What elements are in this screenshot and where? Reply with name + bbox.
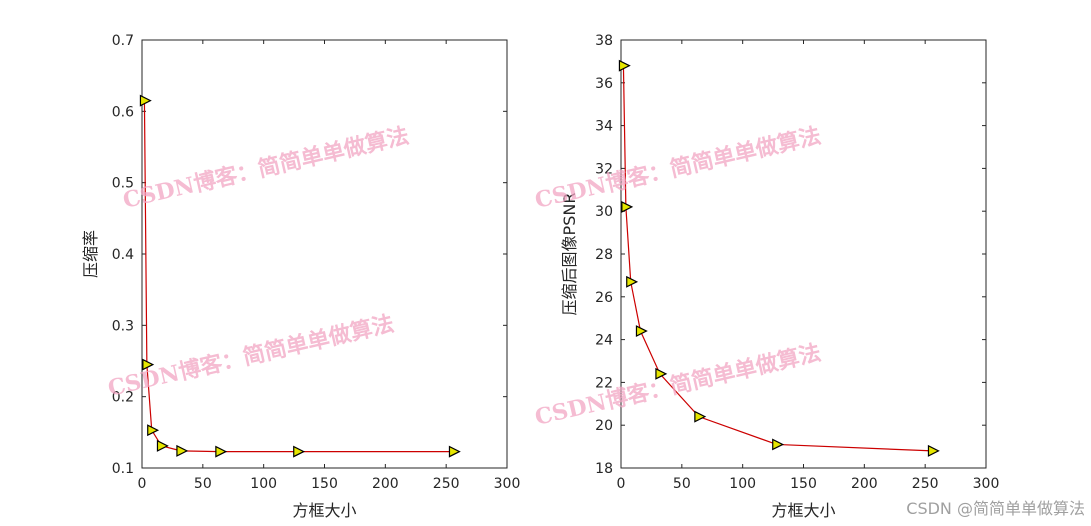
y-tick-label: 0.2 <box>112 390 134 406</box>
y-tick-label: 30 <box>595 204 613 220</box>
y-axis-label: 压缩率 <box>81 230 100 278</box>
y-tick-label: 22 <box>595 375 613 391</box>
x-tick-label: 300 <box>973 476 1000 492</box>
x-axis-label: 方框大小 <box>771 501 835 520</box>
x-tick-label: 0 <box>617 476 626 492</box>
x-tick-label: 50 <box>673 476 691 492</box>
series-line <box>143 100 454 453</box>
x-tick-label: 150 <box>790 476 817 492</box>
x-tick-label: 100 <box>729 476 756 492</box>
plot-frame <box>620 39 987 469</box>
plot-frame <box>141 39 508 469</box>
y-tick-label: 18 <box>595 461 613 477</box>
y-tick-label: 0.5 <box>112 176 134 192</box>
compression-ratio-chart: 0 50 100 150 200 250 300 0.1 0.2 0.3 0.4 0.5 0.6 0.7… <box>81 33 520 520</box>
y-tick-label: 36 <box>595 76 613 92</box>
data-point <box>448 445 461 458</box>
y-tick-label: 32 <box>595 161 613 177</box>
data-point <box>147 424 160 437</box>
data-point <box>215 445 228 458</box>
series-line <box>622 65 933 452</box>
data-point <box>694 410 707 423</box>
x-axis-label: 方框大小 <box>292 501 356 520</box>
x-tick-label: 50 <box>194 476 212 492</box>
x-tick-label: 250 <box>433 476 460 492</box>
y-tick-label: 38 <box>595 33 613 49</box>
y-tick-label: 0.4 <box>112 247 134 263</box>
x-tick-label: 200 <box>372 476 399 492</box>
data-point <box>621 200 634 213</box>
x-tick-label: 150 <box>311 476 338 492</box>
y-axis-label: 压缩后图像PSNR <box>560 193 579 316</box>
data-point <box>176 444 189 457</box>
x-tick-label: 300 <box>494 476 521 492</box>
data-point <box>927 444 940 457</box>
data-point <box>142 358 155 371</box>
data-point <box>635 325 648 338</box>
data-point <box>139 94 152 107</box>
data-point <box>156 439 169 452</box>
x-tick-label: 200 <box>851 476 878 492</box>
y-tick-label: 20 <box>595 418 613 434</box>
y-tick-label: 0.7 <box>112 33 134 49</box>
y-tick-label: 26 <box>595 290 613 306</box>
data-point <box>293 445 306 458</box>
y-tick-label: 0.6 <box>112 104 134 120</box>
data-point <box>618 59 631 72</box>
y-tick-label: 0.3 <box>112 318 134 334</box>
data-point <box>626 275 639 288</box>
data-point <box>772 438 785 451</box>
x-tick-label: 100 <box>250 476 277 492</box>
x-tick-label: 250 <box>912 476 939 492</box>
y-tick-label: 0.1 <box>112 461 134 477</box>
y-tick-label: 28 <box>595 247 613 263</box>
data-point <box>655 367 668 380</box>
y-tick-label: 34 <box>595 119 613 135</box>
y-tick-label: 24 <box>595 333 613 349</box>
psnr-chart: 0 50 100 150 200 250 300 18 20 22 24 26 28 30 32 34 36 3… <box>560 33 999 520</box>
x-tick-label: 0 <box>138 476 147 492</box>
footer-watermark: CSDN @简简单单做算法 <box>906 499 1085 518</box>
